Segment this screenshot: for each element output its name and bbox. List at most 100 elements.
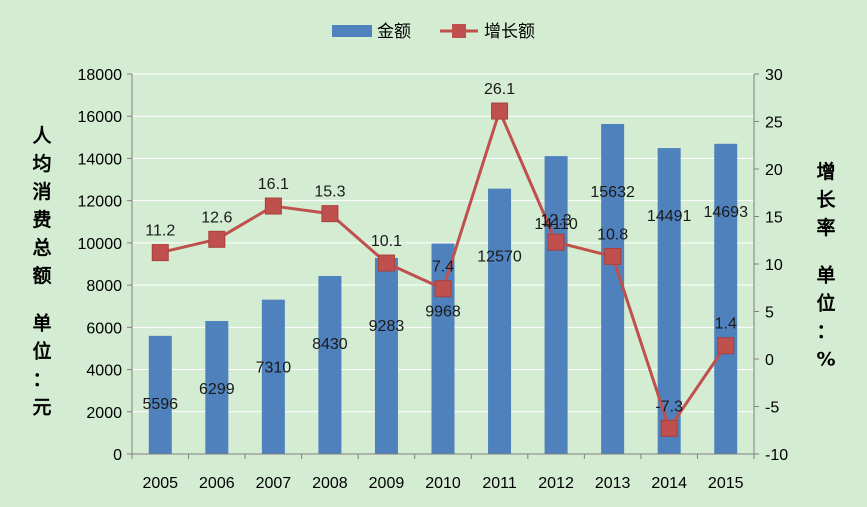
- x-tick-label: 2010: [425, 475, 461, 492]
- y-right-tick-label: 10: [765, 257, 783, 274]
- line-data-label: 15.3: [314, 184, 345, 201]
- y-left-tick-label: 6000: [86, 320, 122, 337]
- bar-data-label: 12570: [477, 249, 522, 266]
- y-right-tick-label: 25: [765, 115, 783, 132]
- x-tick-label: 2012: [538, 475, 574, 492]
- line-data-label: 16.1: [258, 176, 289, 193]
- bar-data-label: 9283: [369, 318, 405, 335]
- bar: [544, 156, 568, 454]
- y-left-title-char: 人: [32, 125, 52, 147]
- bar-data-label: 14110: [534, 216, 577, 233]
- y-left-tick-label: 16000: [78, 109, 123, 126]
- line-data-label: 12.3: [541, 212, 572, 229]
- line-data-label: 26.1: [484, 81, 515, 98]
- y-left-title-char: ：: [32, 369, 51, 391]
- line-marker: [604, 247, 622, 265]
- y-left-tick-label: 8000: [86, 278, 122, 295]
- line-data-label: 10.1: [371, 233, 402, 250]
- line-marker: [660, 419, 678, 437]
- y-left-title-char: 元: [32, 397, 51, 419]
- y-left-tick-label: 4000: [86, 363, 122, 380]
- y-left-title-char: 消: [32, 180, 51, 203]
- y-left-title-char: 费: [32, 209, 51, 231]
- line-data-label: 7.4: [432, 259, 454, 276]
- line-marker: [491, 102, 509, 120]
- x-tick-label: 2006: [199, 475, 235, 492]
- bar-data-label: 6299: [199, 381, 235, 398]
- y-right-tick-label: 15: [765, 210, 783, 227]
- y-right-tick-label: -5: [765, 400, 779, 417]
- line-data-label: 11.2: [145, 223, 175, 240]
- y-right-title-char: 长: [816, 189, 836, 211]
- y-left-tick-label: 12000: [78, 194, 123, 211]
- line-marker: [717, 337, 735, 355]
- line-data-label: 12.6: [201, 209, 232, 226]
- y-left-title-char: 总: [32, 236, 51, 259]
- x-tick-label: 2008: [312, 475, 348, 492]
- y-left-tick-label: 18000: [78, 67, 123, 84]
- bar: [205, 321, 229, 454]
- y-right-tick-label: 5: [765, 305, 774, 322]
- y-left-title-char: 额: [32, 264, 51, 287]
- x-tick-label: 2007: [256, 475, 292, 492]
- bar-data-label: 14693: [703, 204, 748, 221]
- y-right-title-char: ：: [816, 321, 835, 343]
- legend-bar-swatch: [332, 25, 372, 37]
- x-tick-label: 2009: [369, 475, 405, 492]
- x-tick-label: 2013: [595, 475, 631, 492]
- legend-bar-label: 金额: [377, 22, 411, 42]
- y-right-title-char: 增: [816, 160, 835, 183]
- y-left-tick-label: 0: [113, 447, 122, 464]
- y-right-title-char: %: [816, 349, 835, 371]
- x-tick-label: 2011: [482, 475, 517, 492]
- data-labels: 5596 6299 7310 8430 9283 9968 12570 14110 15632 1…: [142, 81, 748, 415]
- line-series: [151, 102, 735, 437]
- bar-data-label: 8430: [312, 336, 348, 353]
- bar-data-label: 5596: [142, 396, 178, 413]
- line-marker: [321, 205, 339, 223]
- bar-data-label: 14491: [647, 208, 692, 225]
- y-left-title-char: 位: [32, 340, 51, 363]
- y-left-title-char: 单: [32, 312, 51, 335]
- legend-line-marker: [452, 24, 466, 38]
- y-right-title-char: 位: [816, 292, 835, 315]
- line-data-label: -7.3: [655, 398, 683, 415]
- bar: [318, 276, 342, 454]
- line-marker: [547, 233, 565, 251]
- bar-data-label: 15632: [590, 184, 635, 201]
- y-left-tick-label: 10000: [78, 236, 123, 253]
- line-data-label: 10.8: [597, 226, 628, 243]
- x-tick-label: 2005: [142, 475, 178, 492]
- bar-data-label: 9968: [425, 304, 461, 321]
- y-left-tick-label: 14000: [78, 151, 123, 168]
- bar: [657, 148, 681, 454]
- y-left-tick-label: 2000: [86, 405, 122, 422]
- legend: 金额 增长额: [332, 22, 535, 42]
- line-data-label: 1.4: [715, 316, 737, 333]
- line-marker: [208, 230, 226, 248]
- bar-data-label: 7310: [256, 360, 292, 377]
- y-right-tick-label: -10: [765, 447, 788, 464]
- legend-line-label: 增长额: [484, 22, 535, 42]
- bar: [148, 335, 172, 454]
- bar: [714, 143, 738, 454]
- y-right-title-char: 单: [816, 264, 835, 287]
- line-marker: [264, 197, 282, 215]
- line-marker: [151, 244, 169, 262]
- y-right-tick-label: 30: [765, 67, 783, 84]
- x-tick-label: 2015: [708, 475, 744, 492]
- x-tick-label: 2014: [651, 475, 687, 492]
- line-marker: [377, 254, 395, 272]
- bar: [374, 258, 398, 454]
- bar: [488, 188, 512, 454]
- axes: 0 2000 4000 6000 8000 10000 12000 14000 16000 180…: [78, 67, 789, 492]
- y-right-tick-label: 0: [765, 352, 774, 369]
- y-right-tick-label: 20: [765, 162, 783, 179]
- bar: [601, 123, 625, 454]
- y-left-title-char: 均: [32, 152, 51, 175]
- bar: [261, 299, 285, 454]
- y-right-title-char: 率: [816, 216, 835, 239]
